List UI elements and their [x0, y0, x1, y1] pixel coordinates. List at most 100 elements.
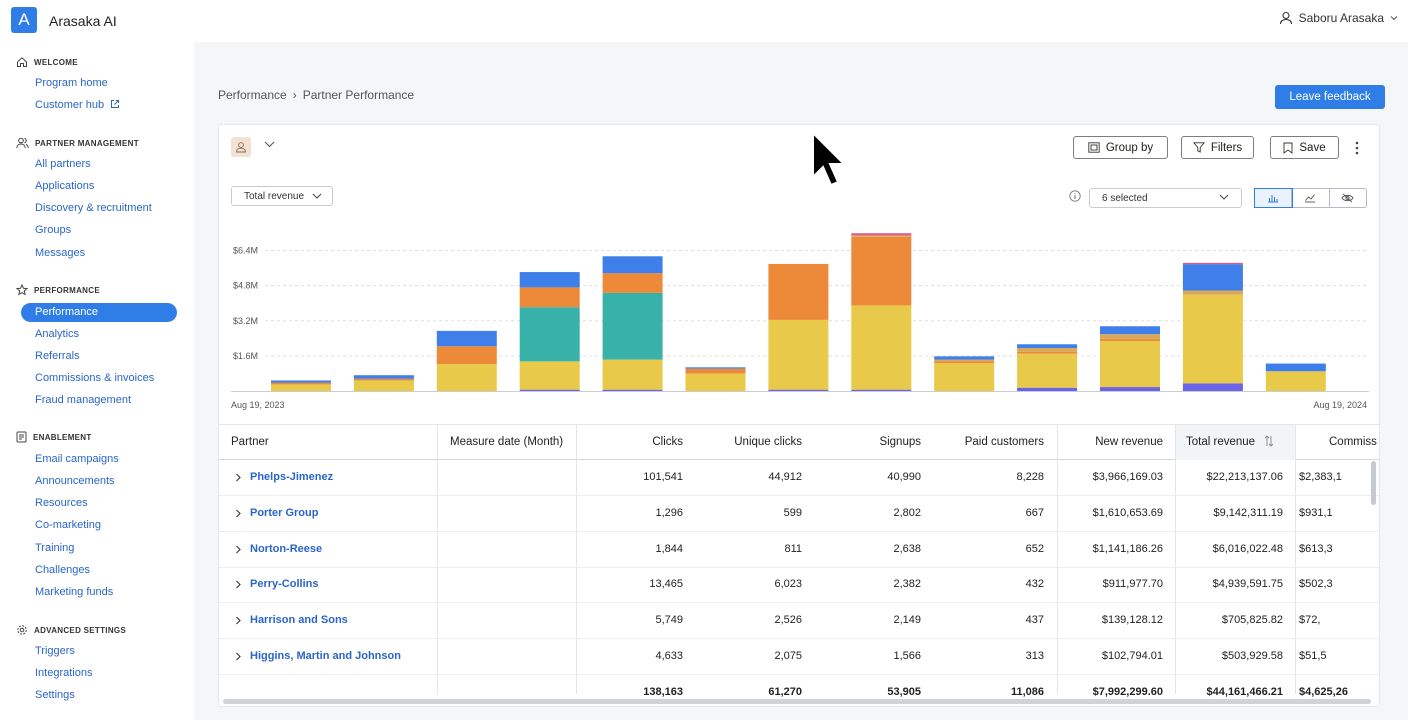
totals-row: 138,163 61,270 53,905 11,086 $7,992,299.60 $4… [219, 675, 1379, 706]
sidebar-item-applications[interactable]: Applications [35, 180, 95, 192]
table-row[interactable]: Harrison and Sons 5,749 2,526 2,149 437 $139,… [219, 603, 1379, 640]
col-commission[interactable]: Commiss [1329, 436, 1377, 448]
breadcrumb-separator: › [292, 88, 297, 102]
col-total-revenue[interactable]: Total revenue [1176, 425, 1295, 460]
save-button[interactable]: Save [1270, 136, 1339, 159]
partner-name-link[interactable]: Perry-Collins [250, 578, 319, 591]
sidebar-item-groups[interactable]: Groups [35, 224, 72, 236]
sidebar-item-fraud[interactable]: Fraud management [35, 394, 131, 406]
chevron-right-icon[interactable] [235, 652, 242, 661]
cell-comm: $502,3 [1299, 578, 1333, 591]
sidebar-item-program-home[interactable]: Program home [35, 77, 108, 89]
breadcrumb-parent[interactable]: Performance [218, 88, 287, 102]
sidebar-item-settings[interactable]: Settings [35, 689, 75, 701]
bar-segment [851, 389, 912, 391]
more-options-icon[interactable] [1350, 140, 1364, 156]
col-unique-clicks[interactable]: Unique clicks [734, 436, 802, 448]
bar-segment [602, 359, 663, 390]
line-chart-view-button[interactable] [1292, 189, 1330, 207]
sidebar-item-training[interactable]: Training [35, 542, 75, 554]
series-select-value: 6 selected [1102, 192, 1148, 204]
sidebar: WELCOME Program home Customer hub PARTNE… [0, 42, 193, 720]
sidebar-item-customer-hub[interactable]: Customer hub [35, 99, 120, 111]
chart-view-toggle [1253, 188, 1367, 208]
sidebar-item-discovery[interactable]: Discovery & recruitment [35, 202, 152, 214]
sidebar-item-announcements[interactable]: Announcements [35, 475, 115, 487]
sidebar-item-referrals[interactable]: Referrals [35, 350, 80, 362]
partner-avatar-button[interactable] [231, 137, 251, 157]
sidebar-item-analytics[interactable]: Analytics [35, 328, 80, 340]
chevron-right-icon[interactable] [235, 473, 242, 482]
chevron-right-icon[interactable] [235, 616, 242, 625]
chevron-down-icon[interactable] [264, 141, 275, 148]
sidebar-item-challenges[interactable]: Challenges [35, 564, 91, 576]
cell-unique: 44,912 [768, 471, 802, 483]
group-by-button[interactable]: Group by [1073, 136, 1168, 159]
column-divider [437, 424, 438, 694]
partner-name-link[interactable]: Phelps-Jimenez [250, 471, 334, 483]
sidebar-item-triggers[interactable]: Triggers [35, 645, 75, 657]
table-row[interactable]: Norton-Reese 1,844 811 2,638 652 $1,141,186.2… [219, 532, 1379, 568]
leave-feedback-button[interactable]: Leave feedback [1275, 85, 1385, 109]
bar-segment [519, 307, 580, 362]
bar-segment [519, 272, 580, 288]
table-row[interactable]: Porter Group 1,296 599 2,802 667 $1,610,653.6… [219, 496, 1379, 532]
horizontal-scrollbar[interactable] [223, 699, 1371, 704]
series-select[interactable]: 6 selected [1089, 188, 1242, 208]
col-new-revenue[interactable]: New revenue [1095, 436, 1163, 448]
user-menu[interactable]: Saboru Arasaka [1279, 11, 1398, 25]
info-icon[interactable] [1069, 190, 1081, 202]
x-start-label: Aug 19, 2023 [231, 400, 285, 410]
sidebar-item-all-partners[interactable]: All partners [35, 158, 91, 170]
col-signups[interactable]: Signups [879, 436, 921, 448]
sidebar-item-co-marketing[interactable]: Co-marketing [35, 519, 102, 531]
partner-name-link[interactable]: Higgins, Martin and Johnson [250, 650, 401, 662]
sort-icon[interactable] [1264, 435, 1274, 447]
cell-clicks: 101,541 [643, 471, 683, 483]
vertical-scrollbar[interactable] [1371, 461, 1376, 505]
partner-name-link[interactable]: Harrison and Sons [250, 614, 348, 627]
filters-button[interactable]: Filters [1181, 136, 1254, 159]
user-icon [236, 142, 246, 153]
sidebar-item-integrations[interactable]: Integrations [35, 667, 93, 679]
table-row[interactable]: Phelps-Jimenez 101,541 44,912 40,990 8,228 $3… [219, 460, 1379, 496]
sidebar-item-commissions[interactable]: Commissions & invoices [35, 372, 155, 384]
bar-segment [1017, 344, 1078, 348]
table-row[interactable]: Higgins, Martin and Johnson 4,633 2,075 1,5… [219, 639, 1379, 675]
hide-chart-button[interactable] [1330, 189, 1366, 207]
sidebar-item-email-campaigns[interactable]: Email campaigns [35, 453, 119, 465]
cell-new-rev: $7,992,299.60 [1092, 685, 1163, 698]
section-title: ENABLEMENT [33, 432, 92, 442]
partner-name-link[interactable]: Porter Group [250, 506, 319, 519]
chevron-right-icon[interactable] [235, 545, 242, 554]
sidebar-item-messages[interactable]: Messages [35, 247, 86, 259]
bar-segment [353, 375, 414, 379]
bar-segment [519, 361, 580, 390]
col-partner[interactable]: Partner [231, 436, 269, 448]
bar-segment [436, 330, 497, 347]
partner-name-link[interactable]: Norton-Reese [250, 542, 323, 555]
chevron-right-icon[interactable] [235, 580, 242, 589]
sidebar-item-performance[interactable]: Performance [21, 303, 177, 322]
chevron-right-icon[interactable] [235, 509, 242, 518]
cell-new-rev: $3,966,169.03 [1092, 471, 1163, 483]
cell-unique: 2,075 [774, 650, 802, 662]
cell-unique: 811 [784, 542, 802, 555]
col-clicks[interactable]: Clicks [652, 436, 683, 448]
app-logo[interactable]: A [11, 7, 37, 33]
col-measure-date[interactable]: Measure date (Month) [450, 436, 564, 448]
group-by-label: Group by [1105, 141, 1154, 154]
bar-chart-view-button[interactable] [1253, 188, 1294, 208]
col-paid-customers[interactable]: Paid customers [964, 436, 1044, 448]
bar-segment [851, 305, 912, 390]
bar-segment [271, 384, 331, 391]
cell-paid: 437 [1025, 614, 1044, 627]
gear-icon [17, 625, 27, 635]
measure-select[interactable]: Total revenue [231, 186, 333, 206]
sidebar-section-welcome: WELCOME [16, 56, 78, 68]
sidebar-item-resources[interactable]: Resources [35, 497, 88, 509]
table-row[interactable]: Perry-Collins 13,465 6,023 2,382 432 $911,977… [219, 567, 1379, 604]
bar-segment [1265, 363, 1326, 372]
sidebar-item-marketing-funds[interactable]: Marketing funds [35, 586, 114, 598]
cell-clicks: 13,465 [649, 578, 683, 591]
